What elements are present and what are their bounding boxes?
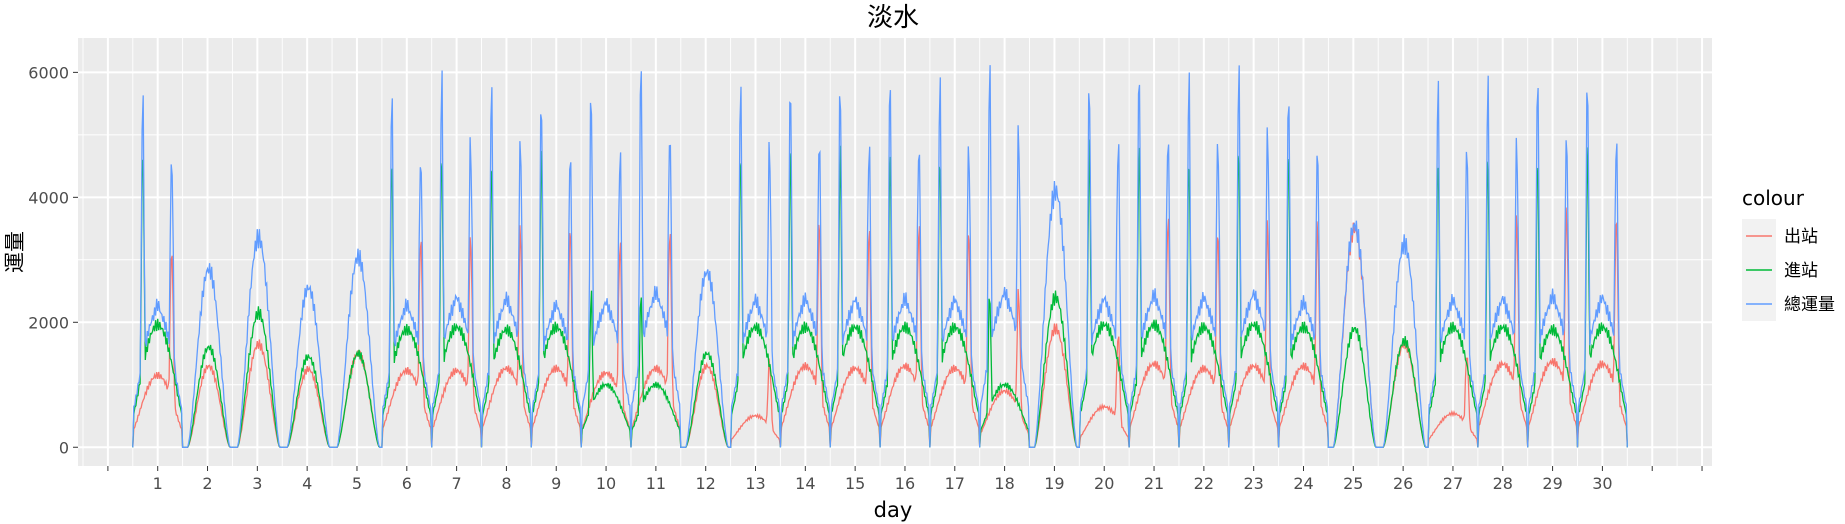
x-tick-label: 4: [302, 474, 312, 493]
x-tick-label: 23: [1244, 474, 1264, 493]
y-axis-title: 運量: [3, 231, 27, 273]
legend-label: 進站: [1784, 261, 1818, 281]
x-tick-label: 20: [1094, 474, 1114, 493]
x-axis-ticks: 1 2 3 4 5 6 7 8 9 10 11 12 13 14 15 16 17 18 19 20 21 22 23 24 2…: [107, 466, 1703, 493]
legend-title: colour: [1742, 186, 1805, 210]
x-tick-label: 3: [252, 474, 262, 493]
x-tick-label: 11: [646, 474, 666, 493]
x-tick-label: 27: [1443, 474, 1463, 493]
x-tick-label: 15: [845, 474, 865, 493]
legend-label: 出站: [1784, 227, 1818, 247]
x-tick-label: 18: [994, 474, 1014, 493]
minor-gridlines: [78, 38, 1712, 466]
x-tick-label: 13: [745, 474, 765, 493]
x-tick-label: 1: [153, 474, 163, 493]
x-axis-title: day: [874, 498, 913, 522]
x-tick-label: 9: [551, 474, 561, 493]
x-tick-label: 5: [352, 474, 362, 493]
y-tick-label: 6000: [28, 63, 69, 82]
y-tick-label: 4000: [28, 188, 69, 207]
x-tick-label: 12: [696, 474, 716, 493]
x-tick-label: 2: [202, 474, 212, 493]
x-tick-label: 25: [1343, 474, 1363, 493]
y-tick-label: 0: [59, 438, 69, 457]
x-tick-label: 19: [1044, 474, 1064, 493]
x-tick-label: 28: [1493, 474, 1513, 493]
x-tick-label: 22: [1194, 474, 1214, 493]
x-tick-label: 26: [1393, 474, 1413, 493]
x-tick-label: 7: [452, 474, 462, 493]
x-tick-label: 29: [1542, 474, 1562, 493]
x-tick-label: 30: [1592, 474, 1612, 493]
x-tick-label: 16: [895, 474, 915, 493]
series-line: [132, 65, 1628, 448]
x-tick-label: 24: [1293, 474, 1313, 493]
x-tick-label: 10: [596, 474, 616, 493]
x-tick-label: 21: [1144, 474, 1164, 493]
x-tick-label: 8: [501, 474, 511, 493]
legend-label: 總運量: [1784, 295, 1835, 315]
x-tick-label: 14: [795, 474, 815, 493]
y-tick-label: 2000: [28, 313, 69, 332]
x-tick-label: 6: [402, 474, 412, 493]
y-axis-ticks: 0 2000 4000 6000: [28, 63, 78, 457]
x-tick-label: 17: [945, 474, 965, 493]
series-lines: [132, 65, 1628, 448]
chart-title: 淡水: [867, 3, 919, 33]
